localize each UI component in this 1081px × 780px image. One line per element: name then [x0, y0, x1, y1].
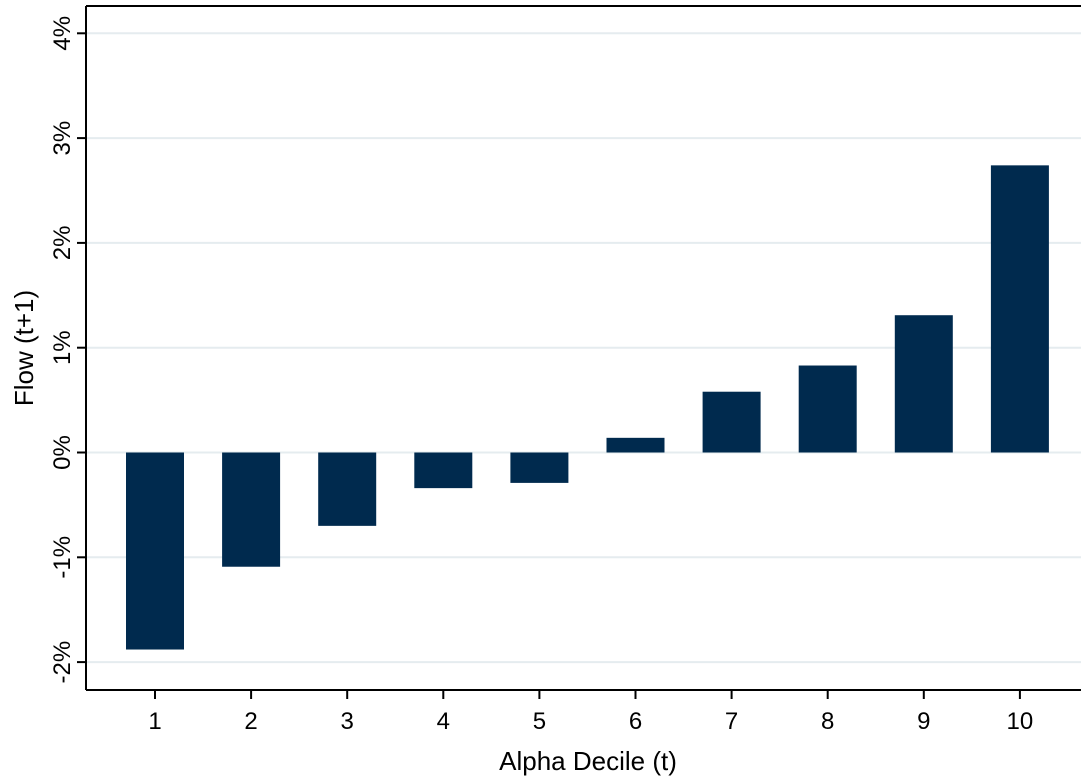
y-ticks: -2% -1% 0% 1% 2% 3% 4%: [49, 16, 86, 683]
y-tick-label: 1%: [49, 330, 76, 365]
y-tick-label: 3%: [49, 121, 76, 156]
bar-decile-4: [414, 452, 473, 489]
x-tick-label: 2: [244, 708, 257, 735]
x-tick-label: 4: [437, 708, 450, 735]
y-tick-label: -1%: [49, 536, 76, 579]
x-tick-label: 3: [341, 708, 354, 735]
x-tick-label: 7: [725, 708, 738, 735]
bar-decile-2: [222, 452, 281, 567]
x-axis-title: Alpha Decile (t): [499, 746, 677, 776]
x-tick-label: 5: [533, 708, 546, 735]
bar-decile-8: [798, 365, 857, 453]
y-axis-title: Flow (t+1): [9, 290, 39, 406]
y-tick-label: 4%: [49, 16, 76, 51]
bar-decile-9: [894, 315, 953, 453]
bar-decile-5: [510, 452, 569, 483]
bar-decile-6: [606, 437, 665, 453]
y-tick-label: 2%: [49, 226, 76, 261]
bar-decile-10: [990, 165, 1049, 453]
x-tick-label: 9: [917, 708, 930, 735]
x-tick-label: 1: [148, 708, 161, 735]
y-tick-label: 0%: [49, 435, 76, 470]
x-tick-label: 10: [1007, 708, 1034, 735]
y-tick-label: -2%: [49, 641, 76, 684]
bars: [126, 165, 1049, 650]
x-tick-label: 6: [629, 708, 642, 735]
bar-decile-7: [702, 391, 761, 453]
bar-decile-1: [126, 452, 184, 650]
x-ticks: 1 2 3 4 5 6 7 8 9 10: [148, 690, 1033, 735]
bar-decile-3: [318, 452, 377, 526]
x-tick-label: 8: [821, 708, 834, 735]
